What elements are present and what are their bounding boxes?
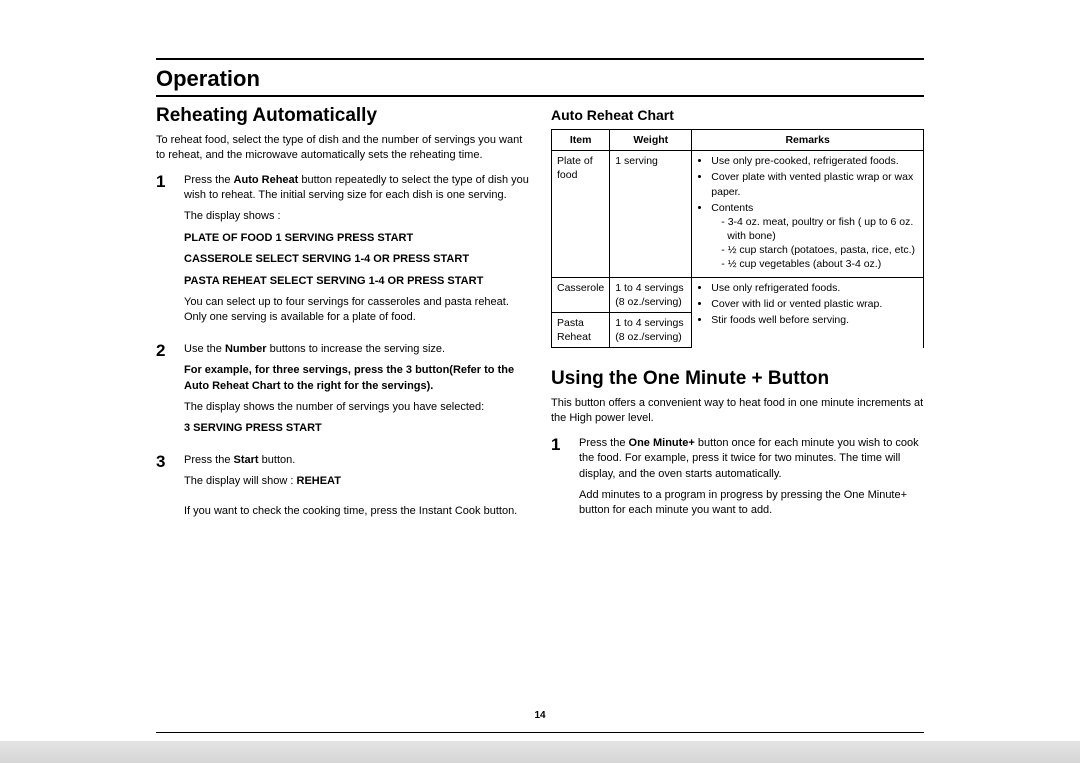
table-header-row: Item Weight Remarks bbox=[552, 130, 924, 151]
oneminute-step-1: 1 Press the One Minute+ button once for … bbox=[551, 436, 924, 525]
tail-note: If you want to check the cooking time, p… bbox=[184, 504, 529, 519]
right-column: Auto Reheat Chart Item Weight Remarks Pl… bbox=[551, 105, 924, 531]
display-line: PLATE OF FOOD 1 SERVING PRESS START bbox=[184, 231, 529, 246]
cell-item: Plate of food bbox=[552, 151, 610, 277]
bold-text: Auto Reheat bbox=[234, 174, 299, 186]
section-title: Operation bbox=[156, 66, 924, 97]
cell-item: Casserole bbox=[552, 277, 610, 312]
step-number: 1 bbox=[551, 436, 579, 525]
display-line: CASSEROLE SELECT SERVING 1-4 OR PRESS ST… bbox=[184, 252, 529, 267]
bold-text: One Minute+ bbox=[629, 437, 695, 449]
auto-reheat-table: Item Weight Remarks Plate of food 1 serv… bbox=[551, 129, 924, 348]
left-column: Reheating Automatically To reheat food, … bbox=[156, 105, 529, 531]
step-1: 1 Press the Auto Reheat button repeatedl… bbox=[156, 173, 529, 332]
oneminute-intro: This button offers a convenient way to h… bbox=[551, 396, 924, 426]
reheating-intro: To reheat food, select the type of dish … bbox=[156, 133, 529, 163]
text: Press the bbox=[184, 454, 234, 466]
step-number: 1 bbox=[156, 173, 184, 332]
step-body: Press the Start button. The display will… bbox=[184, 453, 341, 496]
text: The display shows : bbox=[184, 209, 529, 224]
display-line: PASTA REHEAT SELECT SERVING 1-4 OR PRESS… bbox=[184, 274, 529, 289]
bullet: Use only pre-cooked, refrigerated foods. bbox=[711, 154, 918, 168]
bold-text: Start bbox=[234, 454, 259, 466]
bullet: Stir foods well before serving. bbox=[711, 313, 918, 327]
text: You can select up to four servings for c… bbox=[184, 295, 529, 326]
cell-weight: 1 to 4 servings (8 oz./serving) bbox=[610, 277, 692, 312]
page-number: 14 bbox=[0, 710, 1080, 721]
bullet: Cover with lid or vented plastic wrap. bbox=[711, 297, 918, 311]
cell-weight: 1 to 4 servings (8 oz./serving) bbox=[610, 312, 692, 347]
oneminute-heading: Using the One Minute + Button bbox=[551, 368, 924, 390]
sub-bullet: - ½ cup vegetables (about 3-4 oz.) bbox=[721, 257, 918, 271]
bullet: Use only refrigerated foods. bbox=[711, 281, 918, 295]
page-content: Operation Reheating Automatically To reh… bbox=[0, 0, 1080, 561]
step-number: 3 bbox=[156, 453, 184, 496]
step-body: Press the One Minute+ button once for ea… bbox=[579, 436, 924, 525]
text: The display will show : bbox=[184, 475, 297, 487]
text: 1 to 4 servings bbox=[615, 317, 683, 329]
text: buttons to increase the serving size. bbox=[267, 343, 446, 355]
text: (8 oz./serving) bbox=[615, 296, 682, 308]
table-row: Casserole 1 to 4 servings (8 oz./serving)… bbox=[552, 277, 924, 312]
cell-remarks-merged: Use only refrigerated foods. Cover with … bbox=[692, 277, 924, 348]
text: Press the bbox=[184, 174, 234, 186]
th-item: Item bbox=[552, 130, 610, 151]
text: Use the bbox=[184, 343, 225, 355]
text: The display shows the number of servings… bbox=[184, 400, 529, 415]
th-weight: Weight bbox=[610, 130, 692, 151]
cell-item: Pasta Reheat bbox=[552, 312, 610, 347]
step-3: 3 Press the Start button. The display wi… bbox=[156, 453, 529, 496]
text: Add minutes to a program in progress by … bbox=[579, 488, 924, 519]
page-shadow bbox=[0, 741, 1080, 763]
bullet: Contents - 3-4 oz. meat, poultry or fish… bbox=[711, 201, 918, 272]
bold-text: REHEAT bbox=[297, 475, 341, 487]
sub-bullet: - 3-4 oz. meat, poultry or fish ( up to … bbox=[721, 215, 918, 243]
reheating-heading: Reheating Automatically bbox=[156, 105, 529, 127]
text: 1 to 4 servings bbox=[615, 282, 683, 294]
text: button. bbox=[259, 454, 296, 466]
cell-remarks: Use only pre-cooked, refrigerated foods.… bbox=[692, 151, 924, 277]
text: Contents bbox=[711, 202, 753, 214]
table-row: Plate of food 1 serving Use only pre-coo… bbox=[552, 151, 924, 277]
bold-text: Number bbox=[225, 343, 267, 355]
bottom-rule bbox=[156, 732, 924, 733]
step-body: Press the Auto Reheat button repeatedly … bbox=[184, 173, 529, 332]
chart-title: Auto Reheat Chart bbox=[551, 107, 924, 123]
step-body: Use the Number buttons to increase the s… bbox=[184, 342, 529, 443]
top-rule bbox=[156, 58, 924, 60]
cell-weight: 1 serving bbox=[610, 151, 692, 277]
sub-bullet: - ½ cup starch (potatoes, pasta, rice, e… bbox=[721, 243, 918, 257]
step-number: 2 bbox=[156, 342, 184, 443]
step-2: 2 Use the Number buttons to increase the… bbox=[156, 342, 529, 443]
two-column-layout: Reheating Automatically To reheat food, … bbox=[156, 105, 924, 531]
th-remarks: Remarks bbox=[692, 130, 924, 151]
display-line: 3 SERVING PRESS START bbox=[184, 421, 529, 436]
bold-text: For example, for three servings, press t… bbox=[184, 363, 529, 394]
text: (8 oz./serving) bbox=[615, 331, 682, 343]
bullet: Cover plate with vented plastic wrap or … bbox=[711, 170, 918, 198]
text: Press the bbox=[579, 437, 629, 449]
